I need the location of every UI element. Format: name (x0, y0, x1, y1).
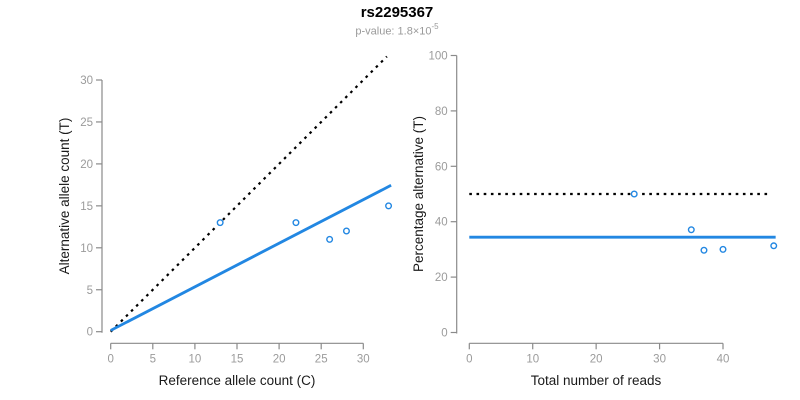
data-point (719, 245, 727, 253)
left-scatter-plot: 0 5 10 15 20 25 30 0 5 10 15 20 25 30 Reference allele… (57, 55, 393, 388)
x-axis-label: Reference allele count (C) (159, 373, 316, 388)
data-point (385, 202, 393, 210)
data-point (630, 190, 638, 198)
y-tick-label: 30 (80, 75, 93, 87)
data-point (292, 219, 300, 227)
x-tick-label: 0 (107, 353, 113, 365)
x-tick-label: 20 (590, 353, 603, 365)
right-scatter-plot: 0 20 40 60 80 100 0 10 20 30 40 Total number of rea… (411, 51, 778, 388)
y-tick-label: 0 (441, 328, 447, 340)
data-point (770, 242, 778, 250)
data-point (216, 219, 224, 227)
x-tick-label: 20 (273, 353, 286, 365)
x-tick-label: 30 (653, 353, 666, 365)
data-point (326, 235, 334, 243)
y-axis-label: Percentage alternative (T) (411, 116, 426, 272)
y-tick-label: 20 (435, 272, 448, 284)
y-tick-label: 10 (80, 243, 93, 255)
x-tick-label: 15 (231, 353, 244, 365)
data-point (342, 227, 350, 235)
y-tick-label: 5 (87, 285, 93, 297)
y-tick-label: 20 (80, 159, 93, 171)
x-axis-label: Total number of reads (531, 373, 662, 388)
x-tick-label: 25 (315, 353, 328, 365)
identity-line (109, 55, 388, 333)
y-tick-label: 15 (80, 201, 93, 213)
y-tick-label: 0 (87, 327, 93, 339)
y-tick-label: 100 (429, 51, 448, 63)
y-tick-label: 25 (80, 117, 93, 129)
y-tick-label: 80 (435, 106, 448, 118)
x-tick-label: 0 (466, 353, 472, 365)
x-tick-label: 10 (189, 353, 202, 365)
x-tick-label: 5 (150, 353, 156, 365)
data-point (687, 226, 695, 234)
y-tick-label: 60 (435, 161, 448, 173)
data-point (700, 246, 708, 254)
x-tick-label: 10 (526, 353, 539, 365)
y-tick-label: 40 (435, 217, 448, 229)
x-tick-label: 40 (717, 353, 730, 365)
x-tick-label: 30 (357, 353, 370, 365)
fit-line (110, 184, 392, 332)
y-axis-label: Alternative allele count (T) (57, 118, 72, 275)
